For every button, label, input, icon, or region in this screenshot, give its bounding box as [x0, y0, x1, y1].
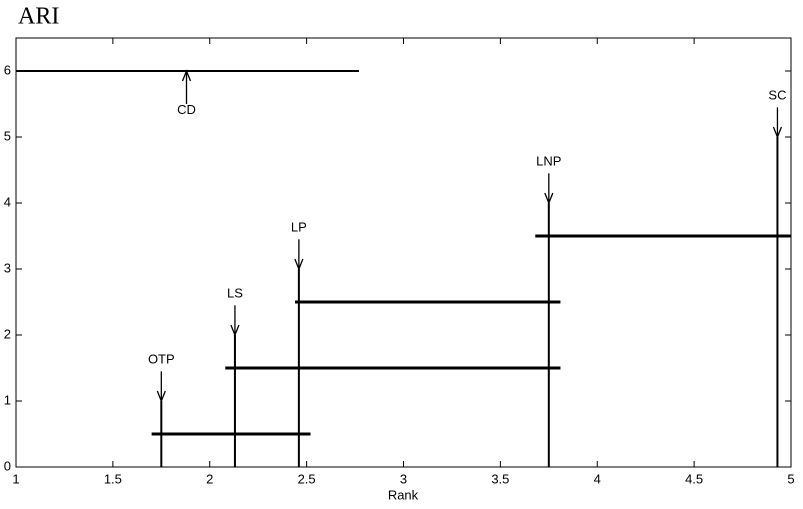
cd-arrow-head — [181, 69, 192, 82]
x-tick-label: 3.5 — [491, 471, 509, 486]
y-tick-label: 1 — [4, 392, 11, 407]
cd-label: CD — [177, 102, 196, 117]
x-tick-label: 1.5 — [104, 471, 122, 486]
plot-frame — [15, 37, 792, 468]
rank-arrow-head — [156, 390, 166, 403]
method-label: OTP — [148, 352, 175, 367]
x-tick-label: 1 — [12, 471, 19, 486]
y-tick-label: 0 — [4, 458, 11, 473]
x-tick-label: 2.5 — [298, 471, 316, 486]
rank-arrow-head — [544, 192, 554, 205]
x-tick-label: 5 — [787, 471, 794, 486]
rank-arrow-head — [772, 126, 783, 139]
rank-arrow-head — [294, 258, 304, 271]
chart-title: ARI — [18, 4, 59, 30]
x-tick-label: 2 — [206, 471, 213, 486]
rank-arrow-head — [230, 324, 240, 337]
y-tick-label: 4 — [4, 194, 11, 209]
method-label: LP — [291, 220, 307, 235]
method-label: LNP — [536, 154, 561, 169]
method-label: SC — [768, 88, 786, 103]
y-tick-label: 6 — [4, 62, 11, 77]
y-tick-label: 2 — [4, 326, 11, 341]
y-tick-label: 3 — [4, 260, 11, 275]
x-tick-label: 4 — [594, 471, 601, 486]
x-tick-label: 4.5 — [685, 471, 703, 486]
y-tick-label: 5 — [4, 128, 11, 143]
x-tick-label: 3 — [400, 471, 407, 486]
x-axis-label: Rank — [388, 487, 419, 502]
method-label: LS — [227, 286, 243, 301]
